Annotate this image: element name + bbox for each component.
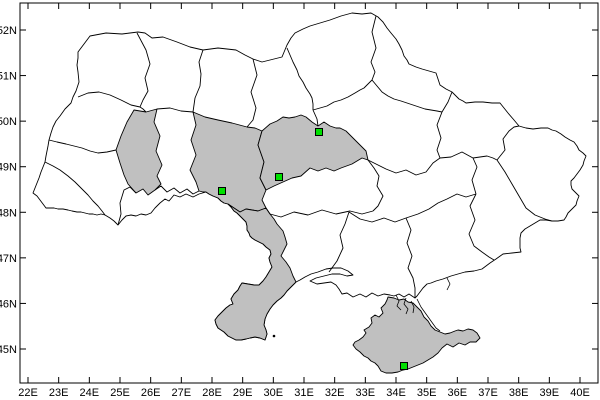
x-tick-label: 31E — [294, 387, 314, 399]
station-marker-4 — [400, 362, 408, 370]
x-tick-label: 22E — [18, 387, 38, 399]
x-tick-label: 25E — [110, 387, 130, 399]
y-tick-label: 47N — [0, 253, 17, 265]
oblast-boundaries — [44, 15, 553, 298]
x-tick-label: 24E — [80, 387, 100, 399]
map-layer — [32, 12, 587, 374]
y-tick-label: 46N — [0, 298, 17, 310]
region-crimea — [352, 296, 481, 374]
x-tick-label: 26E — [141, 387, 161, 399]
snake-island — [272, 334, 276, 338]
x-tick-label: 27E — [172, 387, 192, 399]
y-tick-label: 51N — [0, 71, 17, 83]
region-odesa — [214, 203, 297, 341]
region-cherkasy — [257, 114, 369, 191]
x-tick-label: 34E — [386, 387, 406, 399]
y-tick-label: 49N — [0, 162, 17, 174]
x-tick-label: 30E — [264, 387, 284, 399]
station-marker-2 — [275, 173, 283, 181]
x-tick-label: 29E — [233, 387, 253, 399]
y-tick-label: 50N — [0, 116, 17, 128]
x-tick-label: 39E — [540, 387, 560, 399]
y-tick-label: 52N — [0, 25, 17, 37]
x-tick-label: 28E — [202, 387, 222, 399]
x-tick-label: 33E — [356, 387, 376, 399]
y-tick-label: 45N — [0, 344, 17, 356]
y-tick-label: 48N — [0, 207, 17, 219]
coast-details — [395, 277, 451, 332]
x-tick-label: 35E — [417, 387, 437, 399]
region-ternopil — [115, 108, 163, 196]
x-tick-label: 38E — [509, 387, 529, 399]
plot-box — [19, 2, 599, 384]
x-tick-label: 23E — [49, 387, 69, 399]
x-tick-label: 37E — [478, 387, 498, 399]
station-marker-1 — [315, 128, 323, 136]
x-tick-label: 36E — [448, 387, 468, 399]
x-tick-label: 40E — [570, 387, 590, 399]
x-tick-label: 32E — [325, 387, 345, 399]
station-marker-3 — [218, 187, 226, 195]
station-markers — [218, 128, 408, 370]
